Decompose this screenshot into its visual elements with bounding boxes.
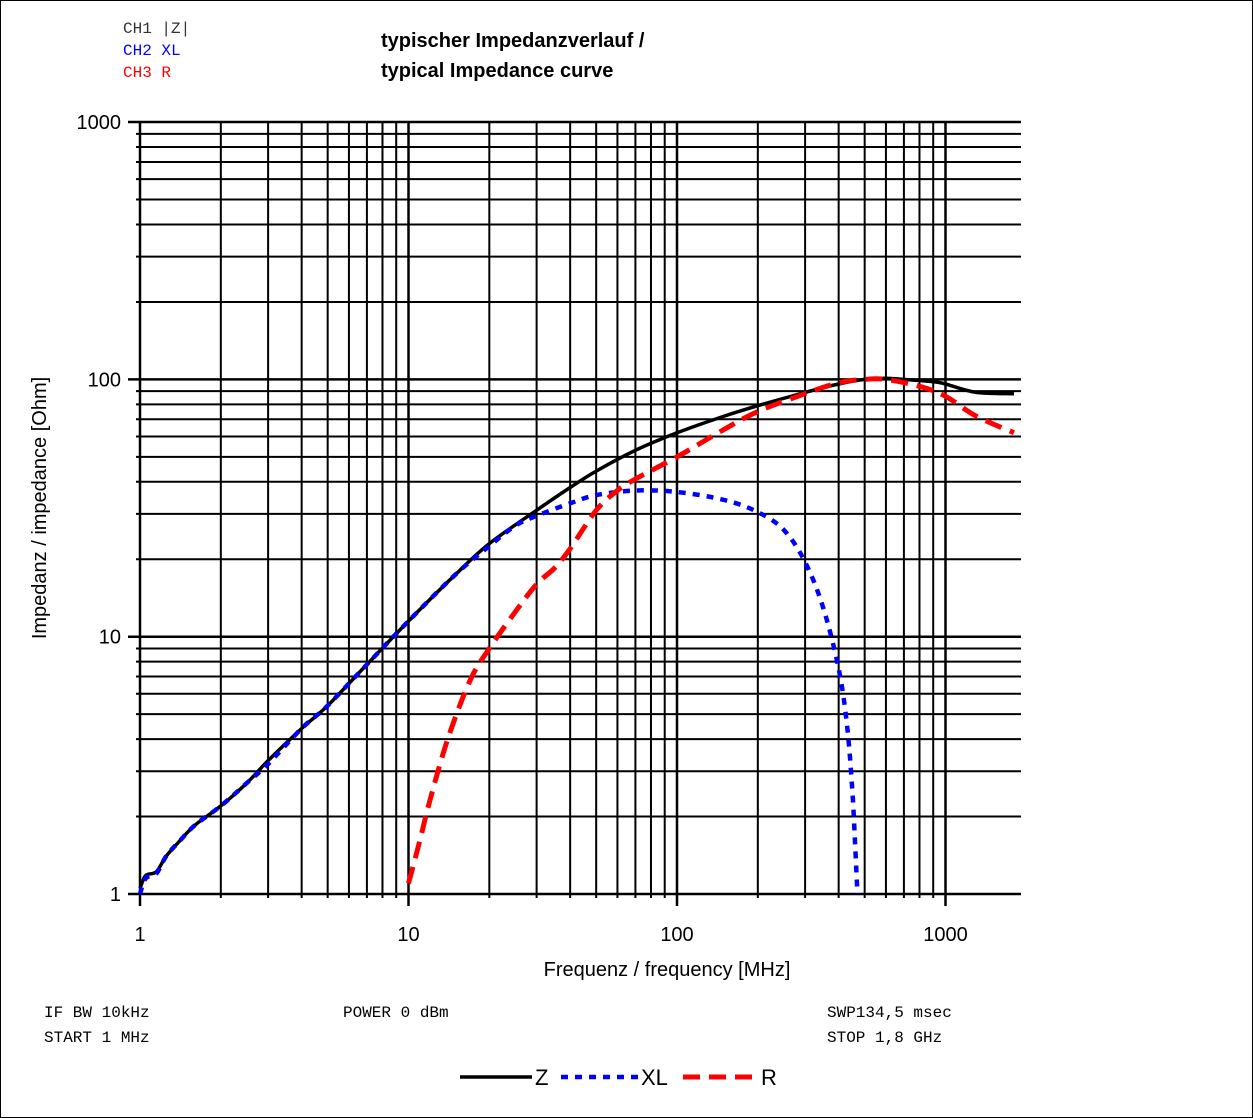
x-tick-label: 100: [660, 924, 693, 946]
chart-title-line-1: typischer Impedanzverlauf /: [381, 30, 645, 52]
y-tick-label: 100: [88, 369, 121, 391]
stop-frequency-label: STOP 1,8 GHz: [827, 1029, 943, 1047]
series-line-r: [406, 376, 1016, 884]
chart-title: typischer Impedanzverlauf / typical Impe…: [381, 26, 644, 86]
sweep-time-label: SWP134,5 msec: [827, 1004, 952, 1022]
if-bandwidth-label: IF BW 10kHz: [44, 1004, 150, 1022]
x-tick-label: 10: [397, 924, 419, 946]
y-tick-label: 10: [99, 627, 121, 649]
series-line-z: [138, 376, 1015, 890]
power-label: POWER 0 dBm: [343, 1004, 449, 1022]
x-tick-label: 1: [134, 924, 145, 946]
y-tick-label: 1000: [77, 112, 122, 134]
channel-list: CH1 |Z| CH2 XL CH3 R: [123, 18, 190, 84]
y-axis-label: Impedanz / impedance [Ohm]: [29, 377, 51, 639]
x-tick-label: 1000: [923, 924, 968, 946]
legend-label-xl: XL: [641, 1065, 668, 1090]
channel-3-label: CH3 R: [123, 64, 172, 82]
channel-1-label: CH1 |Z|: [123, 20, 191, 38]
chart-title-line-2: typical Impedance curve: [381, 60, 614, 82]
legend-label-r: R: [761, 1065, 777, 1090]
series-line-xl: [137, 488, 860, 895]
channel-2-label: CH2 XL: [123, 42, 181, 60]
x-axis-label: Frequenz / frequency [MHz]: [544, 959, 791, 981]
y-tick-label: 1: [110, 884, 121, 906]
start-frequency-label: START 1 MHz: [44, 1029, 150, 1047]
legend-label-z: Z: [535, 1065, 548, 1090]
